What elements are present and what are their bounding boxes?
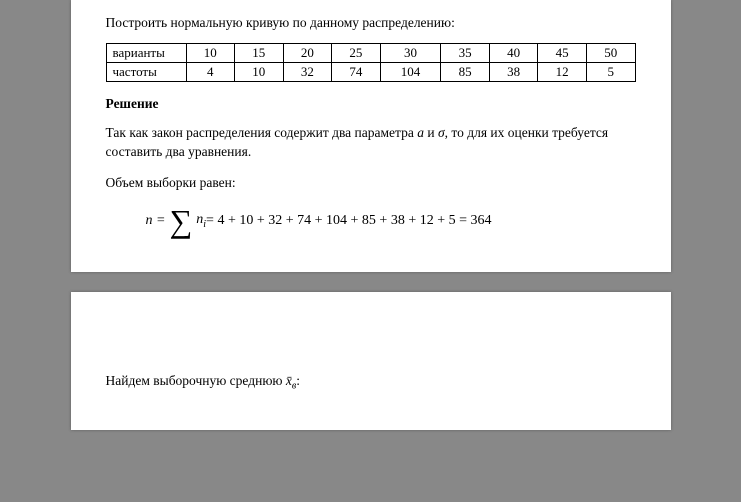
formula-ni: ni [196,212,206,230]
para1-text1: Так как закон распределения содержит два… [106,125,418,140]
frequency-cell: 104 [380,63,441,82]
paragraph-2: Объем выборки равен: [106,174,636,193]
table-row-frequencies: частоты 4 10 32 74 104 85 38 12 5 [106,63,635,82]
solution-heading: Решение [106,96,636,112]
formula-lhs: n = [146,213,166,229]
sigma-symbol: ∑ [169,205,192,237]
data-table: варианты 10 15 20 25 30 35 40 45 50 част… [106,43,636,82]
frequency-cell: 32 [283,63,332,82]
frequency-cell: 4 [186,63,235,82]
variants-label: варианты [106,44,186,63]
variant-cell: 50 [586,44,635,63]
para3-text1: Найдем выборочную среднюю [106,373,286,388]
table-row-variants: варианты 10 15 20 25 30 35 40 45 50 [106,44,635,63]
para1-var-a: a [417,125,424,140]
para1-text2: и [424,125,438,140]
variant-cell: 20 [283,44,332,63]
formula-expansion: = 4 + 10 + 32 + 74 + 104 + 85 + 38 + 12 … [206,213,491,229]
variant-cell: 40 [489,44,538,63]
variant-cell: 25 [332,44,381,63]
paragraph-3: Найдем выборочную среднюю x̄в: [106,372,636,394]
variant-cell: 15 [235,44,284,63]
variant-cell: 10 [186,44,235,63]
page-lower: Найдем выборочную среднюю x̄в: [71,292,671,431]
variant-cell: 45 [538,44,587,63]
para1-var-sigma: σ [438,125,445,140]
para3-text2: : [296,373,300,388]
para3-var-xbar: x̄в [286,373,296,388]
frequencies-label: частоты [106,63,186,82]
frequency-cell: 5 [586,63,635,82]
variant-cell: 30 [380,44,441,63]
sample-size-formula: n = ∑ ni = 4 + 10 + 32 + 74 + 104 + 85 +… [146,205,636,237]
paragraph-1: Так как закон распределения содержит два… [106,124,636,162]
frequency-cell: 38 [489,63,538,82]
page-upper: Построить нормальную кривую по данному р… [71,0,671,272]
frequency-cell: 74 [332,63,381,82]
intro-paragraph: Построить нормальную кривую по данному р… [106,15,636,31]
frequency-cell: 12 [538,63,587,82]
variant-cell: 35 [441,44,490,63]
frequency-cell: 85 [441,63,490,82]
frequency-cell: 10 [235,63,284,82]
